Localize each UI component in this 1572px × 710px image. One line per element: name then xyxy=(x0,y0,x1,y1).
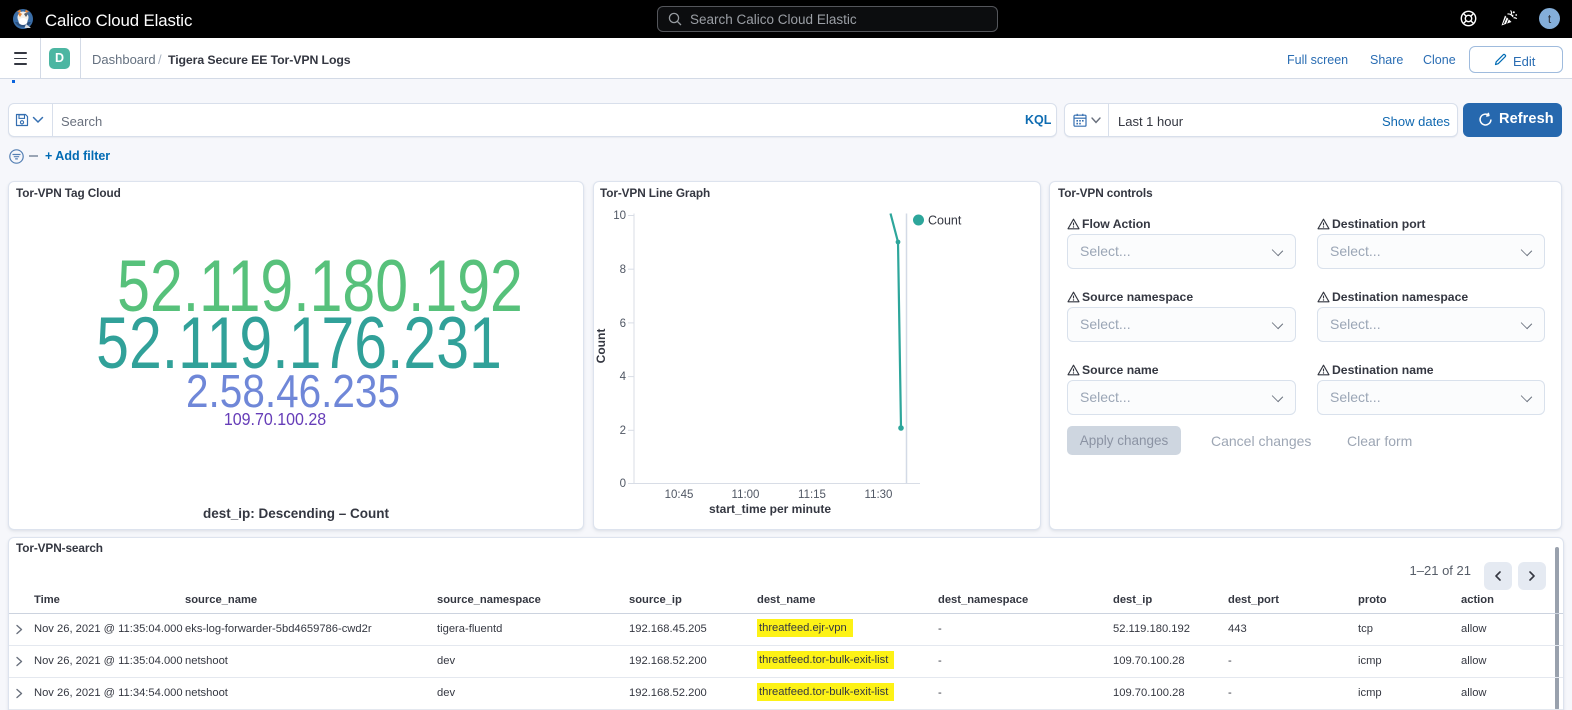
svg-text:2: 2 xyxy=(620,425,626,437)
svg-text:6: 6 xyxy=(620,318,626,330)
svg-text:4: 4 xyxy=(620,371,627,383)
svg-text:start_time per minute: start_time per minute xyxy=(709,502,831,516)
svg-text:11:00: 11:00 xyxy=(732,489,760,501)
svg-text:0: 0 xyxy=(620,478,626,490)
svg-text:11:30: 11:30 xyxy=(865,489,893,501)
svg-text:8: 8 xyxy=(620,264,626,276)
svg-text:Count: Count xyxy=(594,329,608,364)
svg-text:Count: Count xyxy=(928,214,962,228)
svg-text:10:45: 10:45 xyxy=(665,489,694,501)
svg-text:10: 10 xyxy=(613,210,626,222)
svg-text:11:15: 11:15 xyxy=(798,489,826,501)
